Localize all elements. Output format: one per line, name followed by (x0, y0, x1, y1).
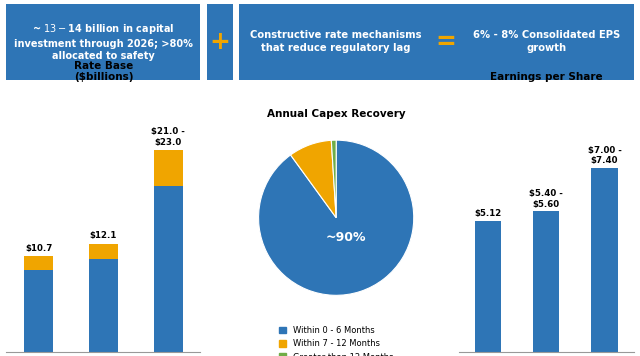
Title: Annual Capex Recovery: Annual Capex Recovery (267, 109, 406, 119)
Text: $5.12: $5.12 (474, 209, 502, 219)
Text: $7.00 -
$7.40: $7.00 - $7.40 (588, 146, 621, 165)
Bar (475, 221, 501, 352)
Bar (154, 186, 182, 352)
Text: Constructive rate mechanisms
that reduce regulatory lag: Constructive rate mechanisms that reduce… (250, 30, 422, 53)
Title: Earnings per Share: Earnings per Share (490, 72, 603, 82)
Bar (154, 150, 182, 186)
Text: 6% - 8% Consolidated EPS
growth: 6% - 8% Consolidated EPS growth (473, 30, 620, 53)
Text: $5.40 -
$5.60: $5.40 - $5.60 (529, 189, 563, 209)
Bar (89, 244, 118, 259)
Wedge shape (332, 140, 336, 218)
Bar (533, 211, 559, 352)
Text: ~90%: ~90% (325, 231, 365, 244)
Text: ~ $13 - $14 billion in capital
investment through 2026; >80%
allocated to safety: ~ $13 - $14 billion in capital investmen… (14, 22, 193, 61)
Bar (591, 168, 618, 352)
Bar (89, 259, 118, 352)
Text: $12.1: $12.1 (90, 231, 117, 240)
Bar (24, 256, 53, 270)
Bar (24, 270, 53, 352)
Text: $21.0 -
$23.0: $21.0 - $23.0 (151, 127, 185, 147)
Text: +: + (209, 30, 230, 53)
Wedge shape (291, 140, 336, 218)
Wedge shape (259, 140, 413, 295)
Text: $10.7: $10.7 (25, 244, 52, 253)
Text: =: = (436, 30, 456, 53)
Legend: Within 0 - 6 Months, Within 7 - 12 Months, Greater than 12 Months: Within 0 - 6 Months, Within 7 - 12 Month… (275, 323, 397, 356)
Title: Rate Base
($billions): Rate Base ($billions) (74, 61, 133, 82)
